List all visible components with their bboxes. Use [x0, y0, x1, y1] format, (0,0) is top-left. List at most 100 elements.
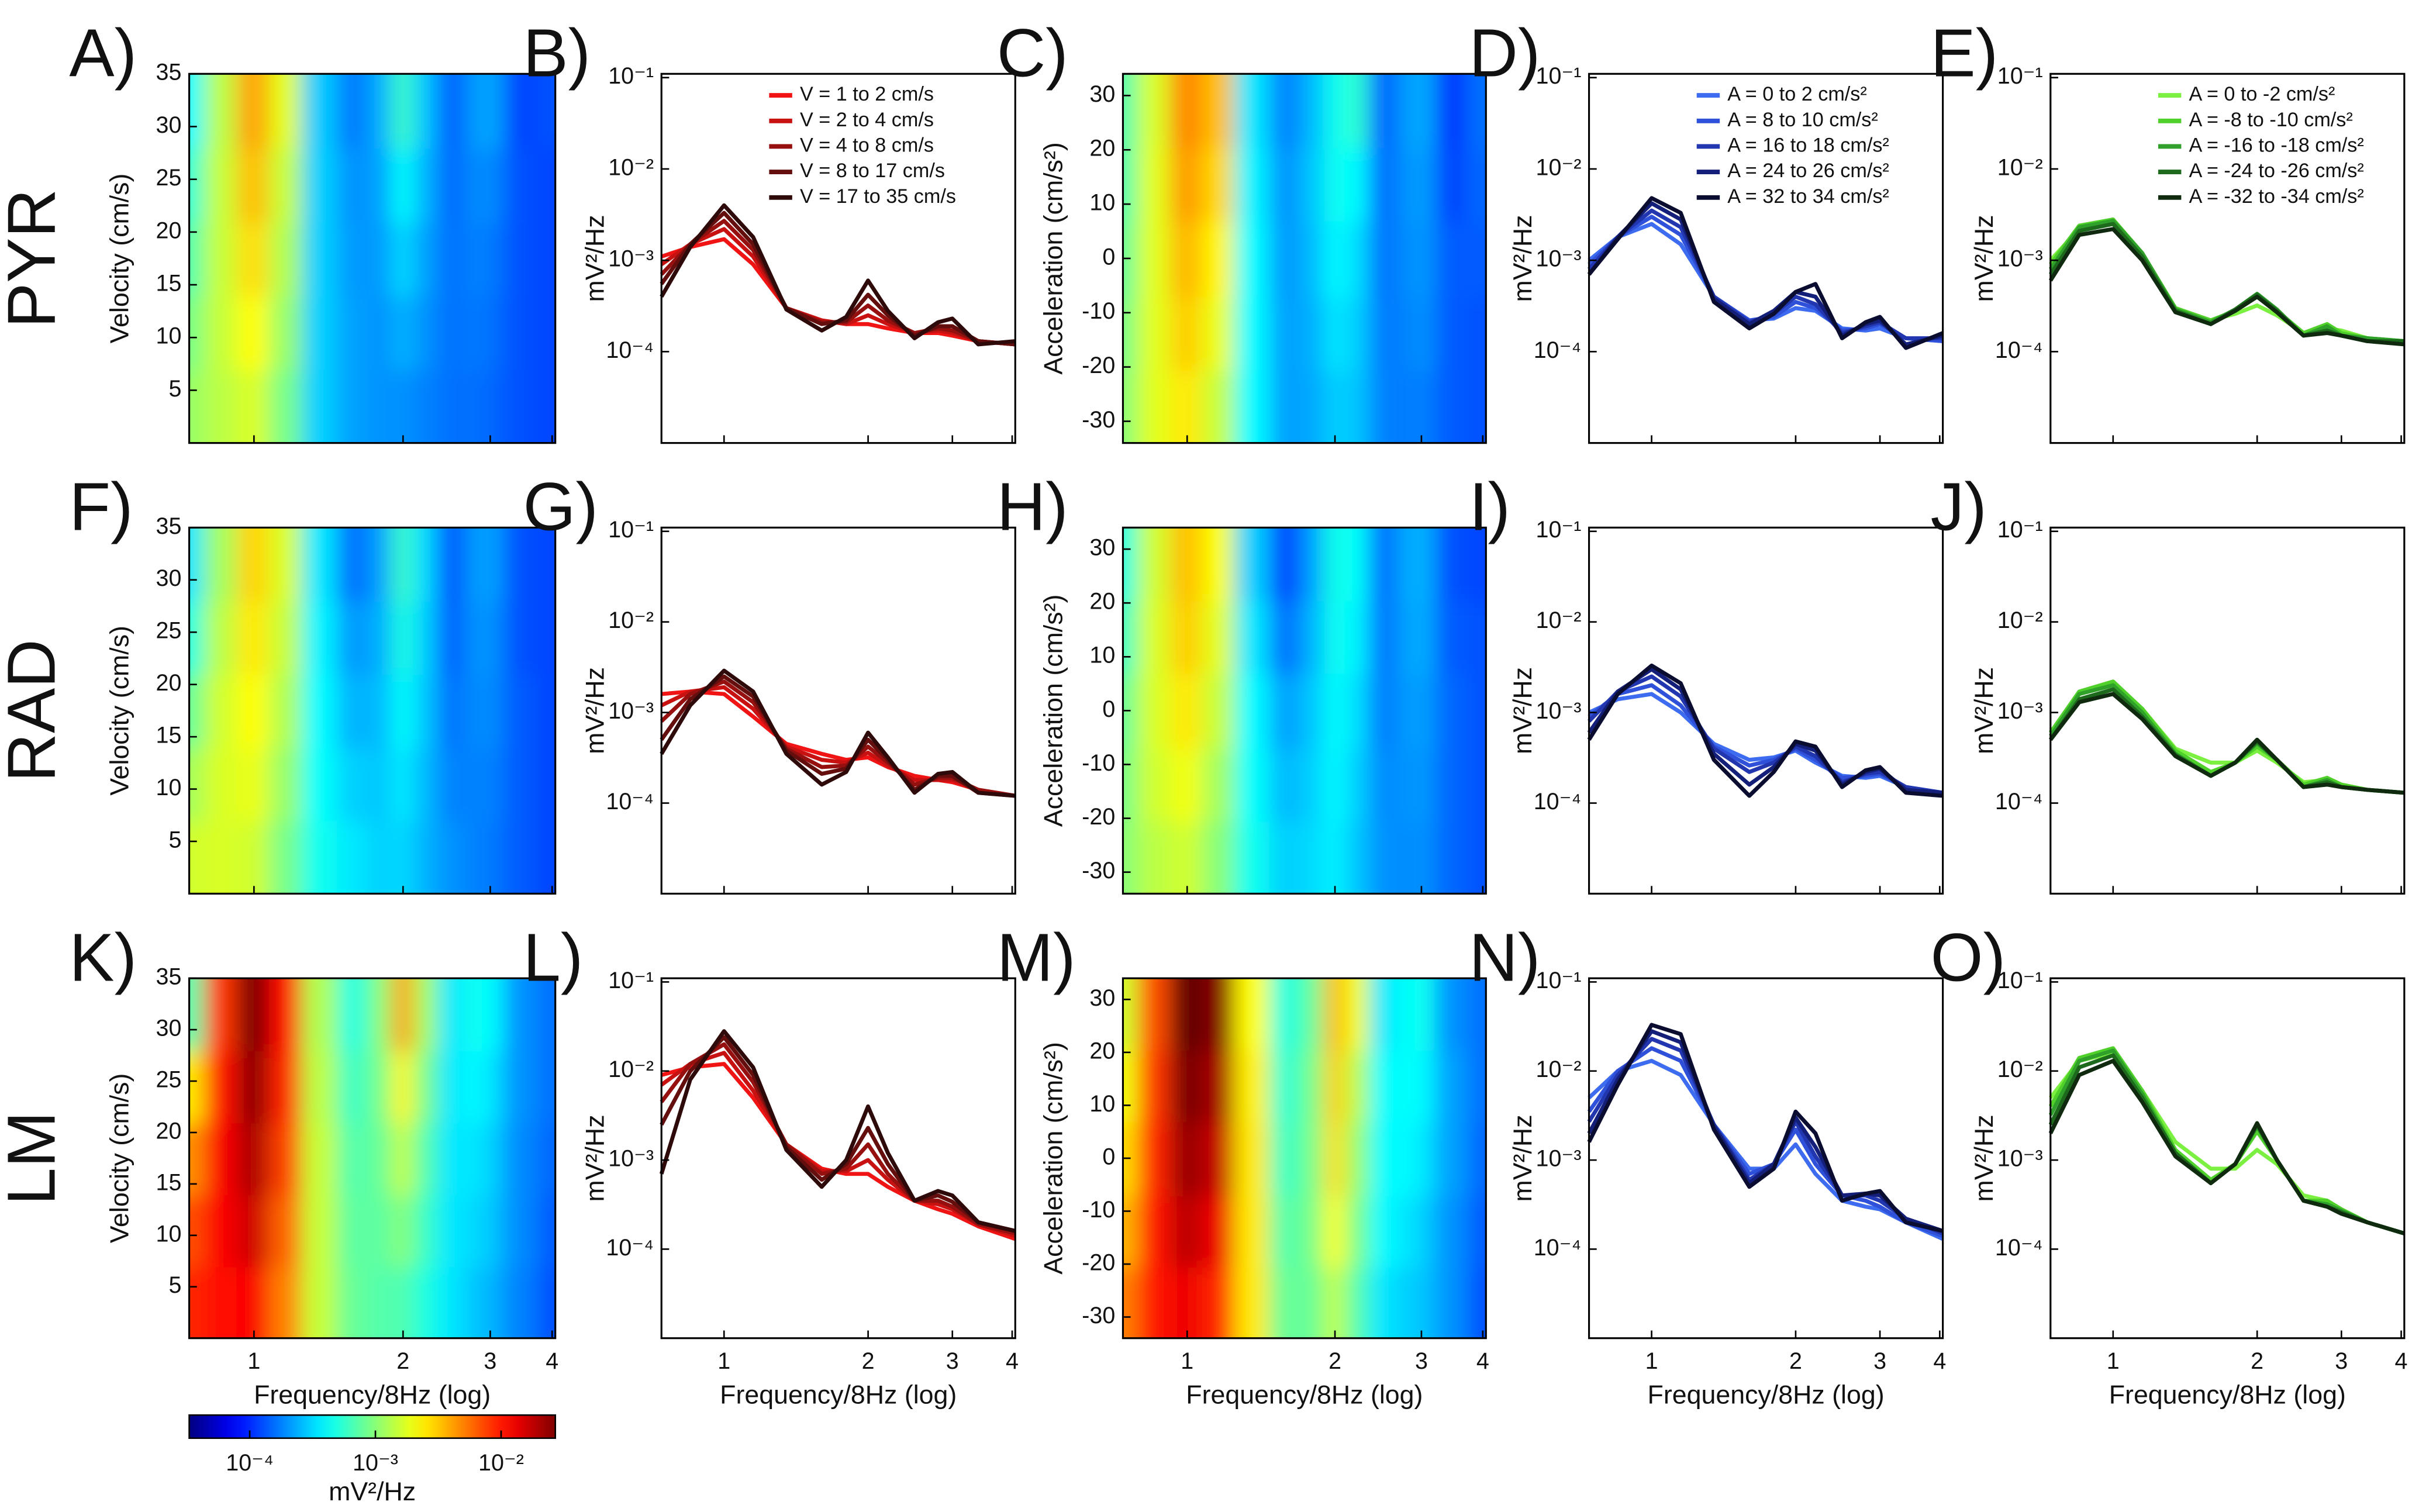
y-tick-label: 10: [1089, 1091, 1115, 1117]
heat-cell: [536, 527, 555, 602]
y-tick-label: 30: [156, 112, 182, 138]
heat-cell: [1300, 1050, 1325, 1123]
heat-cell: [1202, 600, 1236, 674]
heat-cell: [301, 1122, 338, 1196]
series-line: [660, 203, 1016, 347]
heat-cell: [1323, 220, 1347, 298]
heat-cell: [536, 1122, 555, 1196]
axes-box: [188, 73, 557, 444]
y-tick-label: -20: [1082, 353, 1115, 378]
heat-cell: [503, 1194, 537, 1268]
heatmap: [1123, 978, 1486, 1338]
y-tick-label: 10⁻⁴: [1534, 337, 1582, 363]
heat-cell: [1169, 1195, 1203, 1268]
heat-cell: [437, 820, 464, 894]
heat-cell: [1369, 220, 1396, 298]
heat-cell: [536, 1050, 555, 1123]
heat-cell: [413, 1266, 439, 1338]
heat-cell: [1300, 74, 1325, 149]
heat-cell: [391, 221, 415, 296]
heat-cell: [1269, 220, 1301, 298]
series-line: [660, 210, 1016, 347]
heat-cell: [1466, 672, 1486, 750]
heat-cell: [1123, 1050, 1139, 1123]
heat-cell: [503, 1050, 537, 1123]
y-tick-label: 10⁻³: [1997, 246, 2043, 272]
x-tick-label: 3: [2335, 1348, 2348, 1374]
heat-cell: [301, 369, 338, 443]
heat-cell: [482, 369, 505, 443]
heat-cell: [1345, 978, 1370, 1051]
heat-cell: [236, 747, 270, 821]
y-tick-label: 5: [168, 827, 181, 852]
heat-cell: [1414, 220, 1436, 298]
heat-cell: [1137, 74, 1171, 149]
heat-cell: [413, 369, 439, 443]
series-line: [2049, 692, 2405, 795]
legend-label: A = 0 to -2 cm/s²: [2189, 83, 2335, 105]
heat-cell: [204, 1194, 238, 1268]
heat-cell: [1323, 748, 1347, 822]
heat-cell: [301, 600, 338, 675]
heat-cell: [482, 221, 505, 296]
y-tick-label: 20: [156, 670, 182, 696]
heat-cell: [503, 747, 537, 821]
heat-cell: [236, 527, 270, 602]
heat-cell: [1466, 220, 1486, 298]
heat-cell: [1434, 978, 1468, 1051]
heat-cell: [391, 600, 415, 675]
heat-cell: [189, 147, 205, 223]
heat-cell: [1345, 74, 1370, 149]
heat-cell: [189, 747, 205, 821]
heat-cell: [367, 1050, 393, 1123]
heat-cell: [1202, 1266, 1236, 1338]
legend-label: V = 1 to 2 cm/s: [800, 83, 934, 105]
y-tick-label: 20: [1089, 589, 1115, 615]
axes-box: [2049, 73, 2406, 444]
heat-cell: [463, 369, 484, 443]
heat-cell: [269, 674, 302, 748]
heat-cell: [204, 147, 238, 223]
series-line: [2048, 219, 2405, 343]
axes-box: [2049, 977, 2406, 1340]
panel-label: K): [69, 919, 137, 995]
heat-cell: [336, 147, 369, 223]
heat-cell: [503, 1122, 537, 1196]
heat-cell: [1169, 527, 1203, 602]
heat-cell: [1414, 1121, 1436, 1196]
y-tick-label: 10⁻¹: [1997, 63, 2043, 89]
heat-cell: [463, 978, 484, 1051]
heat-cell: [413, 674, 439, 748]
heat-cell: [204, 369, 238, 443]
heat-cell: [189, 221, 205, 296]
panel-label: F): [69, 469, 133, 545]
heat-cell: [1300, 220, 1325, 298]
heat-cell: [1434, 220, 1468, 298]
heat-cell: [1414, 978, 1436, 1051]
heat-cell: [1269, 370, 1301, 443]
heat-cell: [503, 527, 537, 602]
heat-cell: [463, 1194, 484, 1268]
y-tick-label: 30: [1089, 81, 1115, 107]
series-line: [2049, 217, 2405, 343]
legend-label: A = 0 to 2 cm/s²: [1727, 83, 1866, 105]
heat-cell: [336, 600, 369, 675]
heat-cell: [367, 369, 393, 443]
axes-box: [188, 526, 557, 895]
heat-cell: [1345, 527, 1370, 602]
y-tick-label: 0: [1102, 1144, 1115, 1169]
heat-cell: [1434, 821, 1468, 894]
heat-cell: [269, 978, 302, 1051]
series-line: [2048, 1048, 2405, 1235]
heat-cell: [536, 221, 555, 296]
heat-cell: [236, 1194, 270, 1268]
x-tick-label: 1: [1181, 1348, 1193, 1374]
heat-cell: [1369, 370, 1396, 443]
heat-cell: [1123, 748, 1139, 822]
heat-cell: [1466, 748, 1486, 822]
heat-cell: [1395, 978, 1415, 1051]
heat-cell: [204, 74, 238, 149]
heat-cell: [1123, 147, 1139, 222]
y-tick-label: 20: [1089, 136, 1115, 161]
y-tick-label: 30: [1089, 985, 1115, 1011]
